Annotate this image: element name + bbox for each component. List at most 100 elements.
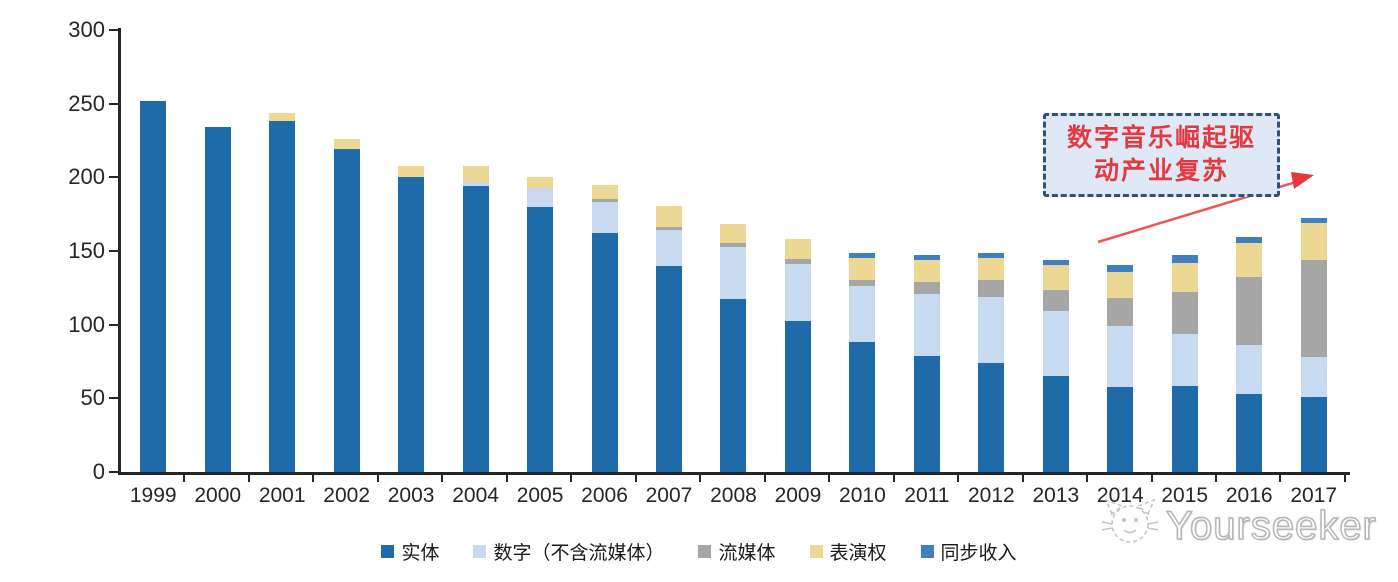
x-label-2006: 2006 [581,484,628,507]
bar-segment-2000-实体 [204,127,231,472]
bar-2013 [1042,259,1069,472]
bar-segment-2015-数字（不含流媒体） [1171,334,1198,386]
bar-segment-2015-实体 [1171,385,1198,472]
x-tick [185,475,250,482]
bar-segment-2005-数字（不含流媒体） [527,188,554,207]
bar-segment-2014-表演权 [1107,271,1134,299]
bar-segment-2003-实体 [398,177,425,472]
legend: 实体 数字（不含流媒体） 流媒体 表演权 同步收入 [0,538,1398,565]
bar-segment-2006-数字（不含流媒体） [591,201,618,234]
x-axis-ticks [121,475,1346,482]
bar-segment-2009-数字（不含流媒体） [784,264,811,321]
bar-segment-2013-流媒体 [1042,290,1069,312]
y-tick-label-200: 200 [68,164,105,190]
bar-segment-2011-同步收入 [913,255,940,260]
bar-segment-2012-数字（不含流媒体） [978,296,1005,363]
bar-segment-2012-实体 [978,362,1005,472]
y-tick-250 [109,102,118,105]
bar-segment-2017-实体 [1300,396,1327,472]
bar-segment-2014-同步收入 [1107,265,1134,272]
bar-segment-2005-表演权 [527,176,554,189]
bar-segment-2002-表演权 [333,139,360,150]
legend-label: 数字（不含流媒体） [493,543,665,564]
y-tick-label-250: 250 [68,90,105,116]
bar-slot-2013 [1024,30,1088,472]
legend-swatch [809,545,823,558]
bar-segment-2014-流媒体 [1107,298,1134,327]
bar-segment-2017-同步收入 [1300,217,1327,224]
x-label-1999: 1999 [129,484,177,507]
bar-segment-2012-表演权 [978,258,1005,281]
bar-segment-2010-同步收入 [849,253,876,259]
y-axis-line [118,28,121,475]
y-tick-300 [109,29,118,31]
bar-segment-2015-同步收入 [1171,255,1198,263]
x-label-2012: 2012 [967,484,1015,507]
bar-2010 [849,253,876,472]
x-label-2016: 2016 [1225,484,1273,507]
y-tick-label-50: 50 [80,385,105,411]
bar-2015 [1171,255,1198,472]
bar-slot-2006 [572,30,636,472]
bar-segment-2001-实体 [269,121,296,472]
bar-slot-2004 [443,30,507,472]
x-label-2009: 2009 [774,484,822,507]
bar-segment-2007-流媒体 [655,227,682,231]
legend-item-同步收入: 同步收入 [920,538,1017,565]
bar-segment-2017-数字（不含流媒体） [1300,357,1327,397]
x-tick [443,475,508,482]
bar-segment-2004-数字（不含流媒体） [462,181,489,187]
bar-segment-2006-流媒体 [591,199,618,202]
y-tick-label-100: 100 [68,311,105,337]
y-tick-50 [109,397,118,400]
bar-segment-1999-实体 [140,100,167,472]
bar-segment-2013-实体 [1042,375,1069,472]
bar-2002 [333,139,360,472]
bar-segment-2010-数字（不含流媒体） [849,285,876,343]
legend-label: 同步收入 [940,543,1017,564]
x-label-2000: 2000 [194,484,242,507]
legend-item-流媒体: 流媒体 [698,538,776,565]
y-tick-label-300: 300 [68,17,105,42]
y-tick-label-150: 150 [68,238,105,263]
x-tick [314,475,379,482]
bar-segment-2015-表演权 [1171,262,1198,292]
bar-slot-2008 [701,30,765,472]
x-tick [508,475,573,482]
bar-slot-2000 [185,30,249,472]
bar-segment-2017-流媒体 [1300,259,1327,358]
bar-2017 [1300,217,1327,472]
x-label-2010: 2010 [839,484,886,507]
bar-segment-2012-流媒体 [978,280,1005,297]
bar-2009 [784,239,811,472]
bar-segment-2016-数字（不含流媒体） [1236,344,1263,394]
y-tick-0 [109,471,118,473]
bar-2011 [913,255,940,472]
x-label-2001: 2001 [258,484,306,507]
bar-segment-2010-实体 [849,342,876,472]
bar-segment-2011-流媒体 [913,281,940,294]
bar-segment-2011-数字（不含流媒体） [913,293,940,356]
bar-2008 [720,223,747,472]
bar-slot-1999 [121,30,185,472]
bar-slot-2010 [830,30,894,472]
x-tick [121,475,186,482]
legend-swatch [920,545,934,558]
bar-slot-2016 [1217,30,1281,472]
x-label-2008: 2008 [710,484,757,507]
bar-segment-2004-表演权 [462,166,489,182]
x-tick [959,475,1024,482]
bar-slot-2011 [895,30,959,472]
bars-row [121,30,1346,472]
x-tick [1153,475,1217,482]
x-tick [1281,475,1346,482]
bar-slot-2014 [1088,30,1152,472]
legend-label: 实体 [401,543,440,564]
bar-segment-2009-实体 [784,320,811,472]
bar-segment-2013-表演权 [1042,265,1069,291]
bar-segment-2006-表演权 [591,185,618,200]
bar-2012 [978,253,1005,472]
bar-segment-2008-流媒体 [720,242,747,248]
watermark: Yourseeker [1098,496,1377,557]
bar-segment-2001-表演权 [269,112,296,122]
